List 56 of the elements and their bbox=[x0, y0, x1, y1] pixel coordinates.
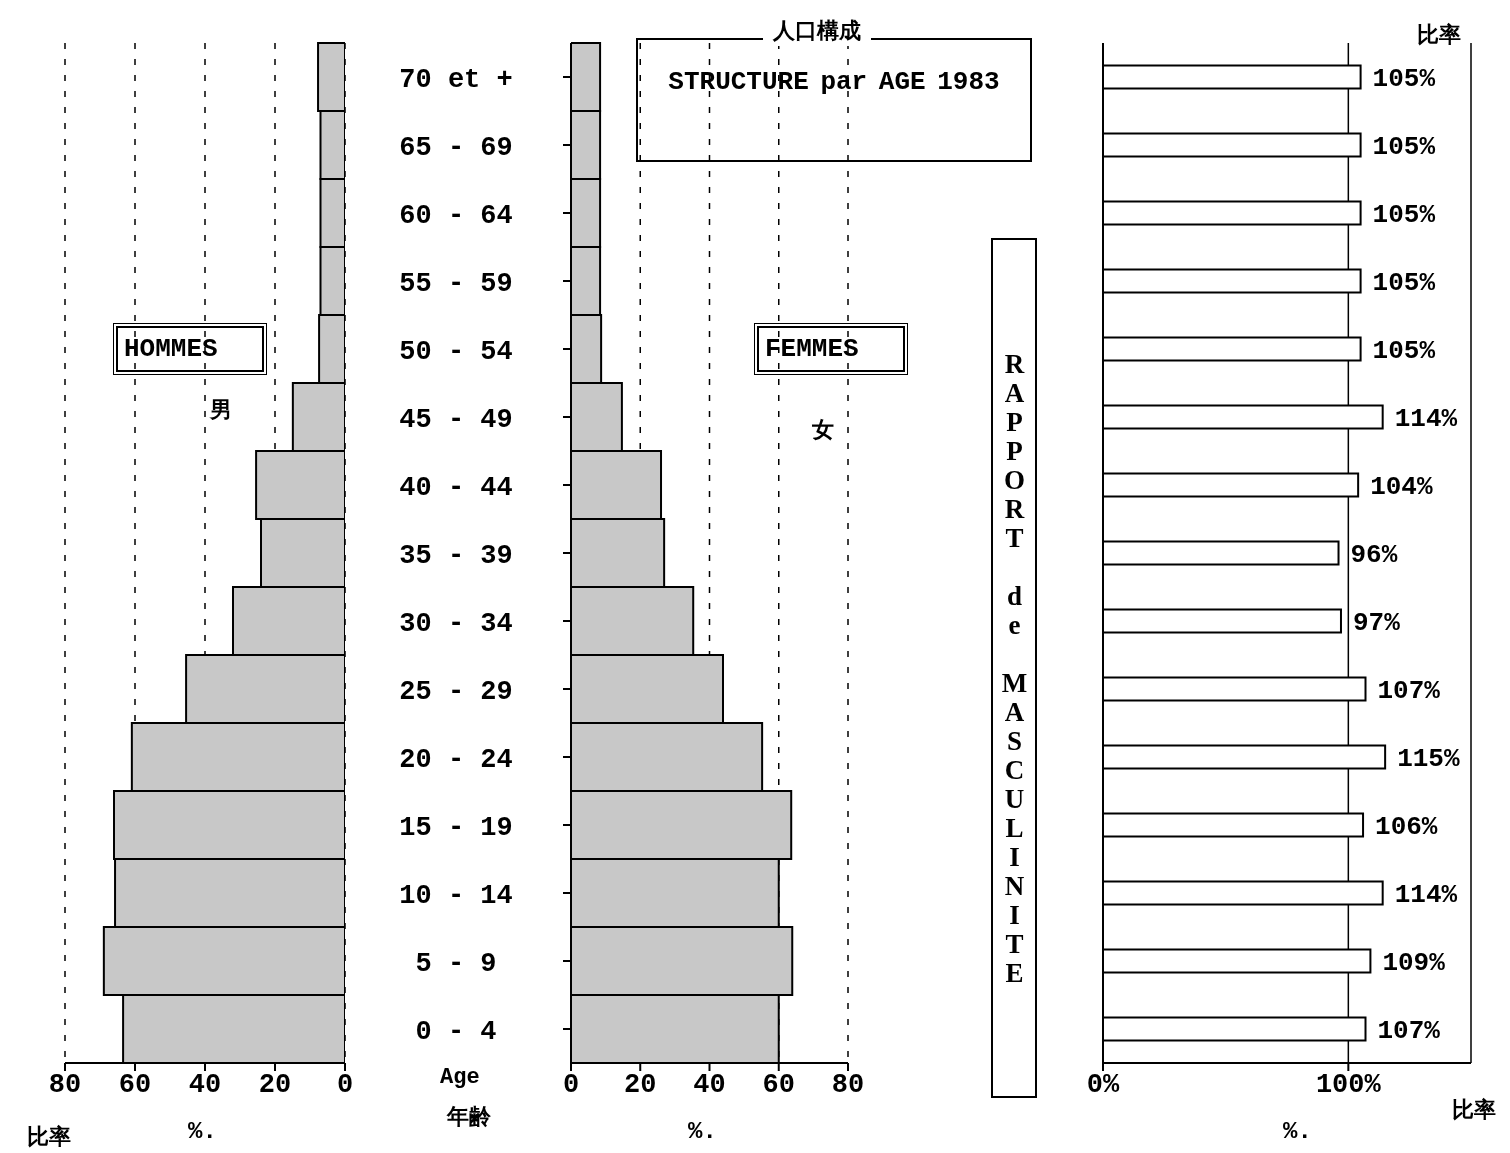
y-tick-label: 30 - 34 bbox=[399, 608, 513, 639]
data-label: 96% bbox=[1350, 540, 1398, 571]
x-tick-label: 60 bbox=[118, 1070, 152, 1101]
data-label: 109% bbox=[1382, 948, 1446, 979]
data-label: 106% bbox=[1375, 812, 1438, 843]
y-tick-label: 15 - 19 bbox=[399, 812, 513, 843]
x-tick-label: 0% bbox=[1086, 1070, 1120, 1101]
y-tick-label: 65 - 69 bbox=[399, 132, 513, 163]
x-tick-label: 20 bbox=[258, 1070, 292, 1101]
annotation: 男 bbox=[210, 398, 232, 425]
text: 年齢 bbox=[447, 1104, 491, 1132]
y-tick-label: 60 - 64 bbox=[399, 200, 513, 231]
y-tick-label: 45 - 49 bbox=[399, 404, 513, 435]
text: 比率 bbox=[27, 1124, 71, 1152]
y-tick-label: 20 - 24 bbox=[399, 744, 513, 775]
data-label: 114% bbox=[1394, 880, 1458, 911]
annotation: FEMMES bbox=[765, 334, 859, 364]
data-label: 104% bbox=[1370, 472, 1433, 503]
x-tick-label: 100% bbox=[1315, 1070, 1382, 1101]
annotation: HOMMES bbox=[124, 334, 218, 364]
x-tick-label: 40 bbox=[693, 1070, 726, 1101]
data-label: 105% bbox=[1372, 64, 1436, 95]
y-tick-label: 10 - 14 bbox=[399, 880, 513, 911]
x-axis-title: %. bbox=[1283, 1118, 1312, 1145]
y-tick-label: 55 - 59 bbox=[399, 268, 513, 299]
data-label: 105% bbox=[1372, 132, 1436, 163]
x-axis-title: %. bbox=[188, 1118, 217, 1145]
data-label: 114% bbox=[1394, 404, 1458, 435]
y-tick-label: 25 - 29 bbox=[399, 676, 513, 707]
x-tick-label: 20 bbox=[624, 1070, 657, 1101]
annotation: 女 bbox=[812, 418, 834, 445]
chart-subtitle: 人口構成 bbox=[763, 16, 871, 46]
data-label: 105% bbox=[1372, 200, 1436, 231]
y-tick-label: 70 et + bbox=[399, 64, 513, 95]
y-tick-label: 5 - 9 bbox=[415, 948, 497, 979]
y-tick-label: 40 - 44 bbox=[399, 472, 513, 503]
data-label: 105% bbox=[1372, 268, 1436, 299]
x-tick-label: 80 bbox=[48, 1070, 82, 1101]
x-axis-title: %. bbox=[688, 1118, 717, 1145]
x-tick-label: 60 bbox=[762, 1070, 795, 1101]
text: STRUCTURE par AGE 1983 bbox=[667, 66, 1001, 98]
data-label: 97% bbox=[1352, 608, 1401, 639]
data-label: 105% bbox=[1372, 336, 1436, 367]
text: 比率 bbox=[1452, 1097, 1496, 1125]
annotation: 比率 bbox=[1417, 22, 1461, 50]
y-tick-label: 35 - 39 bbox=[399, 540, 513, 571]
x-tick-label: 0 bbox=[336, 1070, 354, 1101]
x-tick-label: 0 bbox=[562, 1070, 580, 1101]
y-tick-label: 0 - 4 bbox=[415, 1016, 497, 1047]
text: Age bbox=[440, 1065, 480, 1090]
x-tick-label: 80 bbox=[831, 1070, 865, 1101]
y-tick-label: 50 - 54 bbox=[399, 336, 513, 367]
x-tick-label: 40 bbox=[188, 1070, 222, 1101]
data-label: 115% bbox=[1397, 744, 1460, 775]
data-label: 107% bbox=[1377, 676, 1441, 707]
data-label: 107% bbox=[1377, 1016, 1441, 1047]
